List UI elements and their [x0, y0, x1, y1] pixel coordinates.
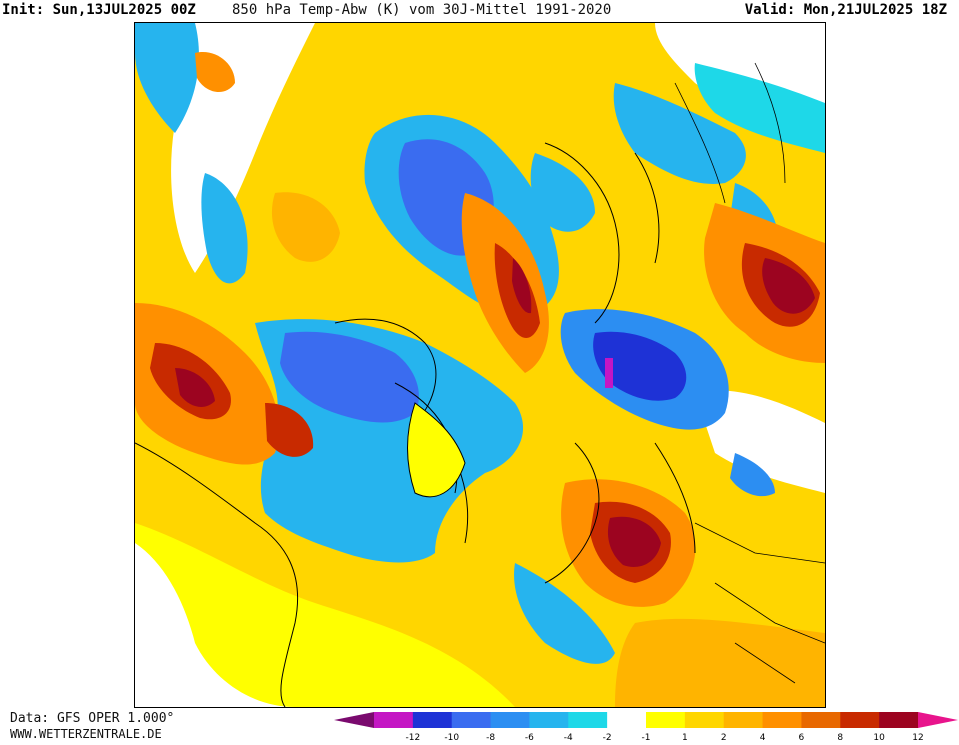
color-legend: -12 -10 -8 -6 -4 -2 -1 1 2 4 6 8 10 12	[0, 710, 959, 743]
neutral-anomaly-region	[135, 543, 295, 707]
coastline	[135, 442, 299, 707]
legend-swatch	[762, 712, 802, 728]
temperature-anomaly-map	[134, 22, 826, 708]
legend-swatch	[412, 712, 453, 728]
warm-anomaly-region	[615, 618, 825, 707]
coastline	[544, 142, 660, 324]
legend-swatch	[529, 712, 569, 728]
legend-arrow-right	[918, 712, 958, 728]
warm-anomaly-region	[195, 52, 235, 93]
init-time-label: Init: Sun,13JUL2025 00Z	[2, 2, 196, 18]
warm-anomaly-region	[271, 192, 340, 262]
legend-tick-label: 12	[912, 733, 923, 741]
extreme-warm-anomaly	[762, 258, 815, 314]
cold-anomaly-region	[514, 563, 615, 664]
legend-swatch	[568, 712, 608, 728]
legend-swatch	[451, 712, 492, 728]
legend-tick-label: -10	[444, 733, 459, 741]
warm-anomaly-region	[265, 403, 314, 457]
legend-swatch	[801, 712, 841, 728]
legend-tick-label: -4	[564, 733, 573, 741]
cold-anomaly-region	[593, 331, 687, 401]
legend-swatch	[879, 712, 919, 728]
cold-anomaly-region	[201, 173, 248, 284]
extreme-warm-anomaly	[512, 258, 532, 314]
legend-tick-label: -1	[642, 733, 651, 741]
legend-tick-label: 10	[873, 733, 885, 741]
chart-title: 850 hPa Temp-Abw (K) vom 30J-Mittel 1991…	[232, 2, 612, 18]
legend-swatch	[684, 712, 725, 728]
warm-anomaly-region	[135, 523, 515, 707]
legend-tick-label: 8	[837, 733, 843, 741]
legend-swatch	[490, 712, 530, 728]
legend-tick-label: 1	[682, 733, 688, 741]
cold-anomaly-region	[280, 331, 419, 423]
country-border	[694, 522, 825, 684]
legend-swatch	[374, 712, 414, 728]
legend-swatch	[646, 712, 686, 728]
website-label: WWW.WETTERZENTRALE.DE	[10, 727, 162, 741]
legend-tick-label: -8	[486, 733, 495, 741]
legend-tick-label: -12	[406, 733, 421, 741]
greenland-outline	[407, 402, 466, 498]
extreme-cold-anomaly	[605, 358, 613, 388]
cold-anomaly-region	[530, 153, 595, 232]
legend-swatch	[840, 712, 880, 728]
legend-tick-label: -6	[525, 733, 534, 741]
extreme-warm-anomaly	[607, 516, 661, 567]
coastline	[674, 62, 786, 204]
legend-tick-label: 6	[799, 733, 805, 741]
data-source-label: Data: GFS OPER 1.000°	[10, 711, 175, 726]
neutral-anomaly-region	[695, 390, 825, 493]
cold-anomaly-region	[730, 453, 775, 497]
legend-swatch	[607, 712, 647, 728]
cold-anomaly-region	[694, 63, 825, 153]
cold-anomaly-region	[613, 83, 746, 184]
extreme-warm-anomaly	[175, 368, 215, 407]
legend-tick-label: 2	[721, 733, 727, 741]
map-canvas	[135, 23, 825, 707]
cold-anomaly-region	[135, 23, 199, 133]
chart-header: Init: Sun,13JUL2025 00Z 850 hPa Temp-Abw…	[0, 0, 959, 22]
legend-swatch	[723, 712, 764, 728]
legend-arrow-left	[334, 712, 374, 728]
legend-tick-label: 4	[760, 733, 766, 741]
legend-bar: -12 -10 -8 -6 -4 -2 -1 1 2 4 6 8 10 12	[334, 712, 958, 743]
coastline	[544, 442, 696, 584]
valid-time-label: Valid: Mon,21JUL2025 18Z	[744, 2, 947, 18]
legend-tick-label: -2	[603, 733, 612, 741]
